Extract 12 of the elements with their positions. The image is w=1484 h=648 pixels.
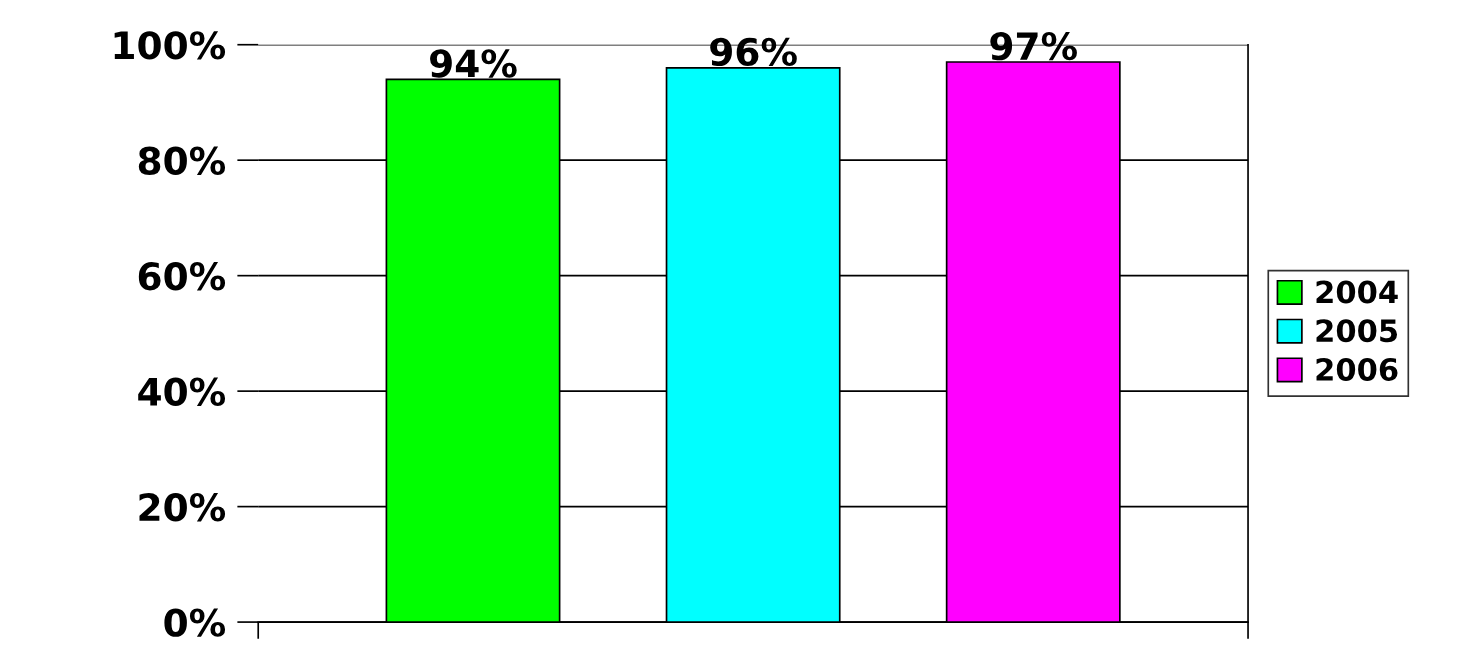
y-tick-label: 80% — [138, 146, 226, 175]
legend-label: 2005 — [1316, 319, 1398, 343]
data-label: 94% — [430, 49, 517, 78]
y-tick-label: 60% — [138, 262, 226, 291]
y-tick-label: 0% — [164, 608, 226, 637]
data-label: 96% — [710, 37, 797, 67]
legend-label: 2006 — [1316, 357, 1398, 381]
y-tick-label: 40% — [138, 377, 226, 406]
data-label: 97% — [990, 31, 1077, 61]
y-tick-label: 100% — [114, 31, 226, 60]
y-tick-label: 20% — [139, 493, 226, 522]
legend-label: 2004 — [1316, 280, 1398, 304]
